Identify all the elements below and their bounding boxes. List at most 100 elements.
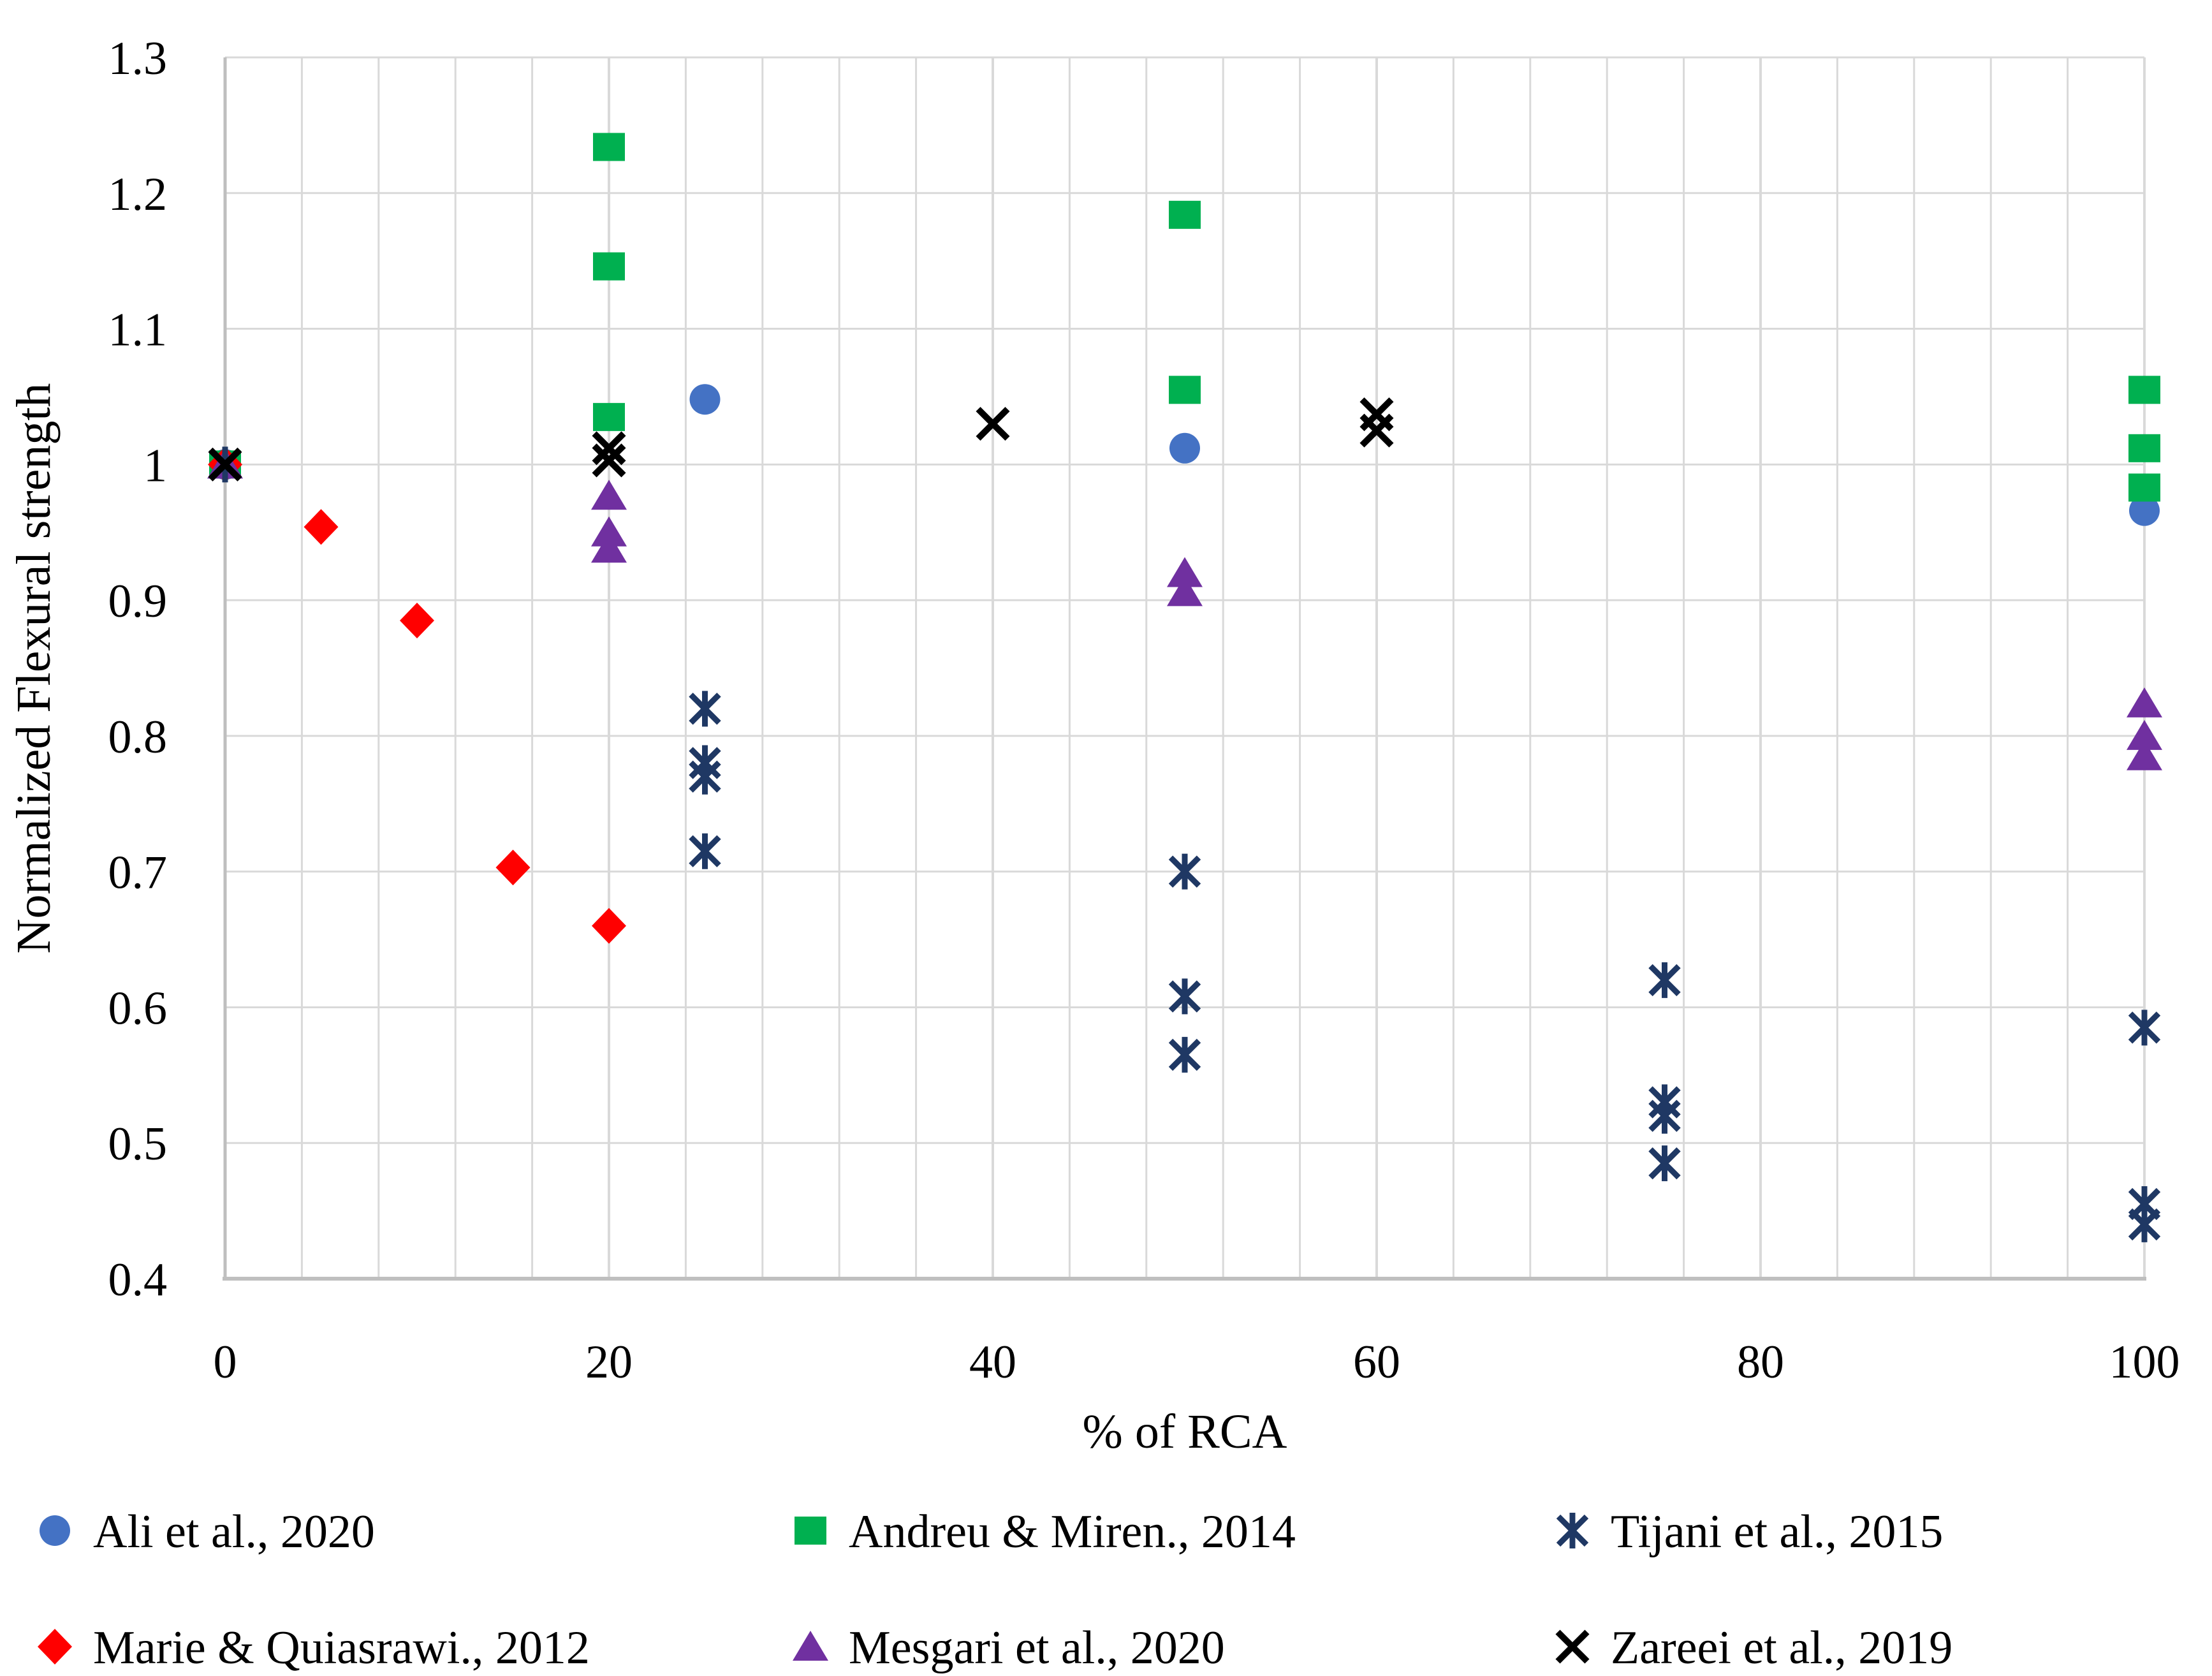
series-marie-quiasrawi- <box>208 446 626 944</box>
square-marker <box>795 1517 826 1545</box>
x-marker <box>592 431 626 466</box>
square-marker <box>2128 376 2160 404</box>
x-marker <box>1359 413 1394 448</box>
data-point <box>2128 376 2160 404</box>
data-point <box>1648 962 1681 998</box>
x-tick-label: 80 <box>1737 1336 1784 1388</box>
triangle-marker <box>2127 740 2162 770</box>
data-point <box>2129 495 2160 526</box>
data-point <box>689 758 721 795</box>
series-mesgari-et-al- <box>207 448 2162 770</box>
data-points <box>207 133 2162 1242</box>
square-marker <box>593 252 625 281</box>
legend-label: Mesgari et al., 2020 <box>849 1622 1225 1674</box>
triangle-marker <box>1167 576 1203 606</box>
asterisk-marker <box>2128 1208 2161 1241</box>
y-tick-label: 1.1 <box>108 304 168 357</box>
legend-marker <box>1556 1513 1589 1548</box>
triangle-marker <box>591 533 627 563</box>
diamond-marker <box>592 908 626 944</box>
axes <box>223 57 2146 1281</box>
circle-marker <box>1169 432 1200 464</box>
y-tick-label: 1.2 <box>108 168 168 221</box>
data-point <box>1168 978 1201 1015</box>
y-tick-label: 0.5 <box>108 1118 168 1170</box>
data-point <box>2128 473 2160 502</box>
data-point <box>976 406 1010 441</box>
y-tick-label: 1 <box>143 439 167 492</box>
series-ali-et-al- <box>210 384 2160 526</box>
diamond-marker <box>38 1629 72 1665</box>
data-point <box>593 402 625 431</box>
diamond-marker <box>304 509 339 545</box>
data-point <box>304 509 339 545</box>
asterisk-marker <box>1168 980 1201 1013</box>
y-tick-label: 0.7 <box>108 847 168 899</box>
legend-entry: Mesgari et al., 2020 <box>793 1622 1225 1674</box>
asterisk-marker <box>1648 964 1681 997</box>
legend-marker <box>40 1515 70 1546</box>
legend-label: Marie & Quiasrawi., 2012 <box>93 1622 590 1674</box>
data-point <box>593 252 625 281</box>
x-marker <box>976 406 1010 441</box>
triangle-marker <box>793 1631 828 1661</box>
triangle-marker <box>1167 557 1203 587</box>
legend-entry: Marie & Quiasrawi., 2012 <box>38 1622 590 1674</box>
legend-entry: Ali et al., 2020 <box>40 1506 375 1558</box>
legend-label: Andreu & Miren., 2014 <box>849 1506 1296 1558</box>
data-point <box>1169 200 1201 229</box>
data-point <box>1648 1098 1681 1134</box>
data-point <box>208 447 242 481</box>
data-point <box>2128 1010 2161 1046</box>
data-point <box>592 908 626 944</box>
gridlines <box>225 56 2146 1279</box>
legend-marker <box>793 1631 828 1661</box>
data-point <box>1169 376 1201 404</box>
circle-marker <box>40 1515 70 1546</box>
y-tick-label: 0.9 <box>108 575 168 628</box>
asterisk-marker <box>1556 1514 1589 1547</box>
y-axis-title: Normalized Flexural strength <box>7 383 61 954</box>
data-point <box>592 443 626 478</box>
data-point <box>1359 413 1394 448</box>
asterisk-marker <box>1648 1147 1681 1180</box>
data-point <box>689 691 721 727</box>
data-point <box>1167 576 1203 606</box>
data-point <box>2127 719 2162 750</box>
tick-labels: 1.3 1.2 1.1 1 0.9 0.8 0.7 0.6 0.5 0.4 0 20 40 60 80 100 <box>108 33 2180 1388</box>
legend-entry: Zareei et al., 2019 <box>1555 1622 1952 1674</box>
legend-label: Tijani et al., 2015 <box>1611 1506 1943 1558</box>
data-point <box>591 516 627 547</box>
legend-marker <box>38 1629 72 1665</box>
y-tick-label: 0.8 <box>108 711 168 763</box>
data-point <box>2127 687 2162 717</box>
asterisk-marker <box>689 835 721 867</box>
data-point <box>592 431 626 466</box>
data-point <box>1648 1145 1681 1182</box>
data-point <box>2127 740 2162 770</box>
legend-marker <box>1555 1629 1590 1664</box>
legend-label: Ali et al., 2020 <box>93 1506 375 1558</box>
data-point <box>1169 432 1200 464</box>
data-point <box>591 480 627 510</box>
legend-marker <box>795 1517 826 1545</box>
square-marker <box>593 133 625 161</box>
data-point <box>495 849 531 886</box>
x-marker <box>1555 1629 1590 1664</box>
data-point <box>1168 853 1201 890</box>
triangle-marker <box>591 480 627 510</box>
triangle-marker <box>2127 687 2162 717</box>
x-tick-label: 40 <box>969 1336 1016 1388</box>
circle-marker <box>689 384 721 415</box>
legend-label: Zareei et al., 2019 <box>1611 1622 1952 1674</box>
y-tick-label: 0.4 <box>108 1254 168 1306</box>
x-tick-label: 60 <box>1353 1336 1400 1388</box>
data-point <box>591 533 627 563</box>
square-marker <box>2128 434 2160 462</box>
legend: Ali et al., 2020 Andreu & Miren., 2014 Tij… <box>38 1506 1952 1674</box>
square-marker <box>1169 376 1201 404</box>
data-point <box>2128 1206 2161 1242</box>
series-zareei-et-al- <box>208 397 1394 481</box>
